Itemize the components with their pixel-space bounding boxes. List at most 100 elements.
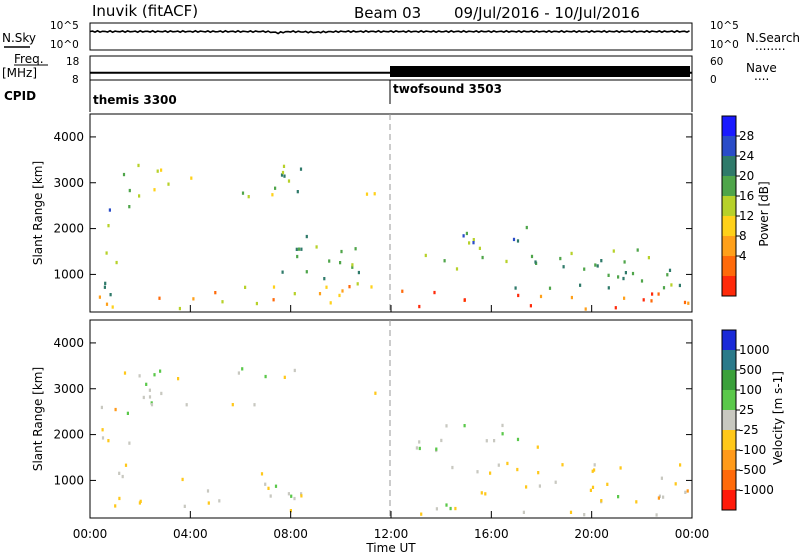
nsearch-label: N.Search xyxy=(746,31,800,45)
x-tick-label: 12:00 xyxy=(374,527,409,541)
velocity-colorbar-tick-label: -100 xyxy=(739,443,766,457)
y-tick-label: 4000 xyxy=(53,130,84,144)
echo-cell xyxy=(505,259,508,264)
echo-cell xyxy=(115,260,118,265)
echo-cell xyxy=(107,224,110,228)
echo-cell xyxy=(142,395,145,400)
echo-cell xyxy=(435,447,438,451)
echo-cell xyxy=(156,169,159,173)
nave-tick-low: 0 xyxy=(710,74,717,86)
velocity-colorbar-tick-label: -500 xyxy=(739,463,766,477)
echo-cell xyxy=(370,285,373,289)
echo-cell xyxy=(529,304,532,308)
power-colorbar-tick-label: 24 xyxy=(739,149,754,163)
power-colorbar-swatch xyxy=(722,256,736,276)
y-tick-label: 3000 xyxy=(53,382,84,396)
echo-cell xyxy=(636,248,639,252)
echo-cell xyxy=(300,492,303,496)
station-title: Inuvik (fitACF) xyxy=(92,2,198,20)
velocity-heatmap xyxy=(100,367,689,517)
echo-cell xyxy=(536,445,539,449)
echo-cell xyxy=(512,237,516,242)
echo-cell xyxy=(583,267,586,271)
echo-cell xyxy=(281,270,284,274)
power-colorbar: 28 24 20 16 12 8 4 xyxy=(721,115,754,297)
echo-cell xyxy=(293,292,296,296)
echo-cell xyxy=(463,424,466,428)
echo-cell xyxy=(538,484,541,488)
echo-cell xyxy=(583,513,586,517)
beam-label: Beam 03 xyxy=(354,4,421,22)
echo-cell xyxy=(101,436,105,440)
echo-cell xyxy=(269,494,272,498)
echo-cell xyxy=(295,247,298,251)
echo-cell xyxy=(449,506,452,511)
echo-cell xyxy=(476,470,479,474)
echo-cell xyxy=(418,440,421,444)
power-colorbar-tick-label: 4 xyxy=(739,249,747,263)
echo-cell xyxy=(517,293,520,298)
echo-cell xyxy=(516,467,519,472)
echo-cell xyxy=(623,296,626,300)
echo-cell xyxy=(607,286,610,290)
echo-cell xyxy=(328,259,331,263)
echo-cell xyxy=(631,271,635,276)
echo-cell xyxy=(569,510,573,514)
velocity-colorbar-tick-label: 25 xyxy=(739,403,754,417)
echo-cell xyxy=(472,238,475,242)
echo-cell xyxy=(138,194,141,198)
echo-cell xyxy=(128,188,131,193)
echo-cell xyxy=(418,446,421,451)
echo-cell xyxy=(114,407,117,412)
date-range: 09/Jul/2016 - 10/Jul/2016 xyxy=(454,4,640,22)
echo-cell xyxy=(267,486,270,490)
echo-cell xyxy=(687,301,690,305)
echo-cell xyxy=(289,509,292,513)
echo-cell xyxy=(305,270,308,274)
echo-cell xyxy=(683,300,687,305)
echo-cell xyxy=(374,391,377,395)
nave-tick-high: 60 xyxy=(710,56,723,68)
echo-cell xyxy=(612,249,615,253)
echo-cell xyxy=(594,263,597,267)
nsky-tick-high: 10^5 xyxy=(50,20,79,32)
echo-cell xyxy=(300,247,303,251)
velocity-panel: 1000 2000 3000 4000 Slant Range [km] 1000 50… xyxy=(31,319,785,519)
echo-cell xyxy=(351,265,354,269)
echo-cell xyxy=(589,488,592,492)
cpid-label: CPID xyxy=(4,89,36,103)
velocity-colorbar-swatch xyxy=(722,430,736,450)
echo-cell xyxy=(662,495,665,499)
echo-cell xyxy=(192,297,195,301)
power-y-ticks: 1000 2000 3000 4000 xyxy=(53,130,692,281)
echo-cell xyxy=(318,292,322,296)
echo-cell xyxy=(497,463,500,467)
y-tick-label: 2000 xyxy=(53,428,84,442)
velocity-colorbar-tick-label: -1000 xyxy=(739,483,774,497)
velocity-y-axis-label: Slant Range [km] xyxy=(31,367,45,471)
echo-cell xyxy=(128,205,131,209)
cpid-panel: CPID themis 3300 twofsound 3503 xyxy=(4,80,693,112)
echo-cell xyxy=(451,465,454,470)
echo-cell xyxy=(340,249,343,254)
echo-cell xyxy=(272,285,276,289)
echo-cell xyxy=(272,298,275,302)
echo-cell xyxy=(244,285,247,289)
y-tick-label: 1000 xyxy=(53,267,84,281)
echo-cell xyxy=(293,368,296,373)
velocity-colorbar-label: Velocity [m s-1] xyxy=(771,371,785,465)
echo-cell xyxy=(153,188,156,192)
freq-tick-high: 18 xyxy=(66,56,79,68)
echo-cell xyxy=(221,300,224,304)
echo-cell xyxy=(591,485,595,489)
y-tick-label: 3000 xyxy=(53,176,84,190)
echo-cell xyxy=(325,285,328,289)
echo-cell xyxy=(351,263,354,267)
power-y-axis-label: Slant Range [km] xyxy=(31,161,45,265)
echo-cell xyxy=(600,499,603,503)
cpid-mode-twofsound: twofsound 3503 xyxy=(393,82,502,96)
echo-cell xyxy=(657,496,660,500)
echo-cell xyxy=(107,439,110,443)
power-colorbar-tick-label: 20 xyxy=(739,169,754,183)
echo-cell xyxy=(121,474,124,479)
